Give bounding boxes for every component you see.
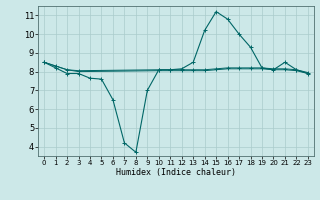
X-axis label: Humidex (Indice chaleur): Humidex (Indice chaleur) xyxy=(116,168,236,177)
